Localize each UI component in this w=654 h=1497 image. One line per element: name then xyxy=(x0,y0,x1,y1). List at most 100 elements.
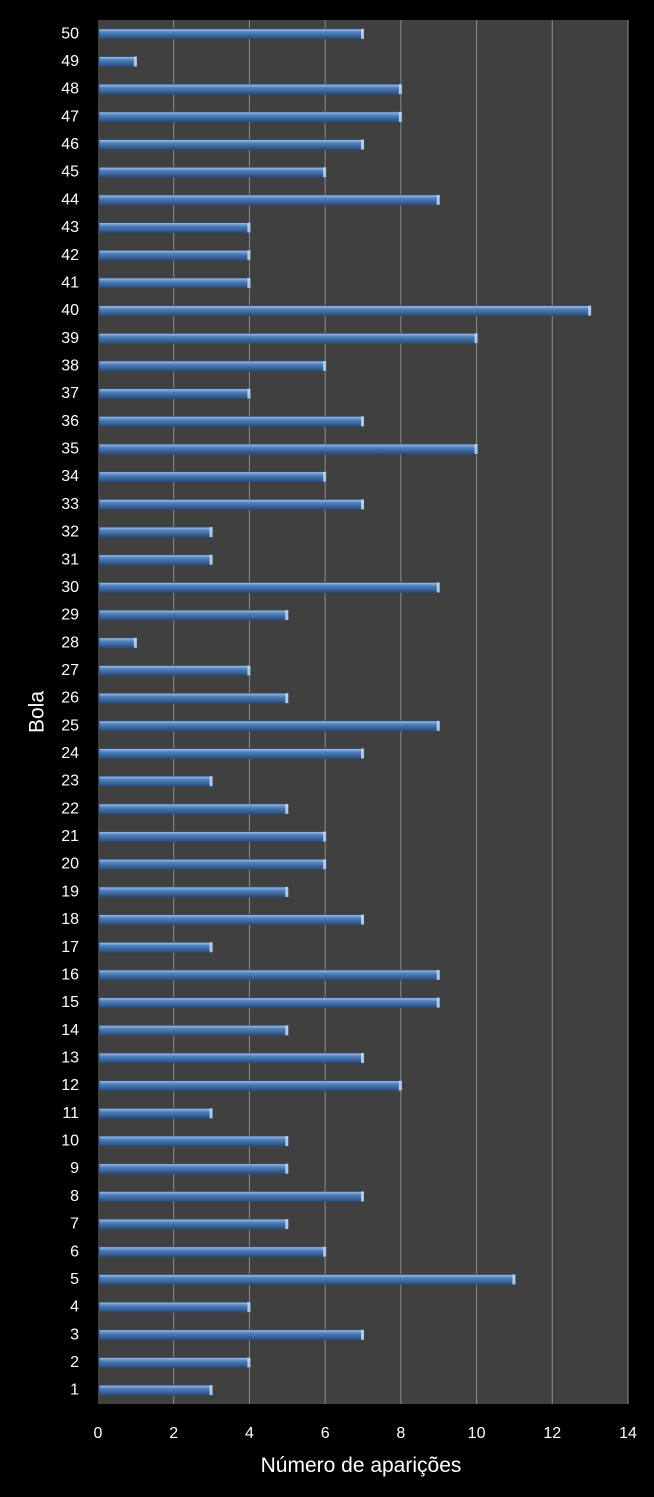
y-tick-label-18: 18 xyxy=(61,911,79,928)
y-tick-label-41: 41 xyxy=(61,274,79,291)
bar-body-39 xyxy=(98,332,478,344)
y-tick-label-1: 1 xyxy=(70,1382,79,1399)
bar-50 xyxy=(98,28,365,40)
bar-cap-8 xyxy=(361,1191,364,1202)
bar-body-6 xyxy=(98,1246,327,1258)
y-tick-label-42: 42 xyxy=(61,247,79,264)
x-tick-label-14: 14 xyxy=(619,1425,637,1442)
y-tick-label-10: 10 xyxy=(61,1133,79,1150)
bar-body-40 xyxy=(98,305,592,317)
bar-cap-50 xyxy=(361,28,364,39)
y-tick-label-37: 37 xyxy=(61,385,79,402)
bar-cap-5 xyxy=(512,1274,516,1285)
bar-body-2 xyxy=(98,1357,251,1368)
bar-cap-30 xyxy=(436,582,440,593)
bar-20 xyxy=(98,858,327,870)
y-tick-label-4: 4 xyxy=(70,1299,79,1316)
bar-body-1 xyxy=(98,1384,213,1396)
bar-body-8 xyxy=(98,1191,365,1202)
bar-37 xyxy=(98,388,251,400)
bar-body-35 xyxy=(98,443,478,455)
y-tick-label-20: 20 xyxy=(61,856,79,873)
bar-31 xyxy=(98,554,213,566)
bar-cap-29 xyxy=(285,610,289,621)
x-tick-label-6: 6 xyxy=(321,1425,330,1442)
bar-42 xyxy=(98,249,251,261)
bar-cap-2 xyxy=(247,1357,251,1368)
bar-cap-11 xyxy=(209,1108,213,1119)
bar-49 xyxy=(98,56,138,67)
bar-body-24 xyxy=(98,748,365,759)
bar-12 xyxy=(98,1080,403,1092)
bar-cap-32 xyxy=(209,527,213,538)
y-tick-label-24: 24 xyxy=(61,745,79,762)
bar-body-46 xyxy=(98,139,365,150)
bar-cap-22 xyxy=(285,803,289,814)
bar-body-29 xyxy=(98,609,289,621)
y-tick-label-43: 43 xyxy=(61,219,79,236)
bar-body-38 xyxy=(98,360,327,372)
bar-cap-26 xyxy=(285,693,289,704)
bar-cap-36 xyxy=(361,416,364,427)
y-tick-label-11: 11 xyxy=(62,1105,79,1122)
bar-28 xyxy=(98,637,138,649)
bar-cap-49 xyxy=(133,56,137,67)
bar-cap-34 xyxy=(323,471,327,482)
bar-cap-21 xyxy=(323,831,327,842)
bar-47 xyxy=(98,111,403,123)
bar-5 xyxy=(98,1274,516,1285)
bar-33 xyxy=(98,499,365,510)
y-tick-label-34: 34 xyxy=(61,468,79,485)
y-axis-title: Bola xyxy=(26,691,49,733)
y-tick-label-25: 25 xyxy=(61,717,79,734)
y-tick-label-22: 22 xyxy=(61,800,79,817)
bar-body-43 xyxy=(98,222,251,233)
y-tick-label-23: 23 xyxy=(61,773,79,790)
y-tick-labels: 1234567891011121314151617181920212223242… xyxy=(61,25,79,1398)
bar-cap-27 xyxy=(247,665,251,676)
bar-body-25 xyxy=(98,720,441,732)
bar-2 xyxy=(98,1357,251,1368)
bar-body-31 xyxy=(98,554,213,566)
bar-cap-23 xyxy=(209,776,213,787)
bar-44 xyxy=(98,194,441,206)
bar-body-7 xyxy=(98,1218,289,1230)
bar-cap-14 xyxy=(285,1025,289,1036)
bar-body-14 xyxy=(98,1024,289,1036)
bar-cap-45 xyxy=(323,167,327,178)
y-tick-label-6: 6 xyxy=(70,1243,79,1260)
x-tick-label-0: 0 xyxy=(94,1425,103,1442)
y-tick-label-31: 31 xyxy=(61,551,79,568)
bar-15 xyxy=(98,997,441,1009)
bar-cap-9 xyxy=(285,1163,289,1174)
bar-body-5 xyxy=(98,1274,516,1285)
y-tick-label-29: 29 xyxy=(61,607,79,624)
y-tick-label-40: 40 xyxy=(61,302,79,319)
x-tick-label-8: 8 xyxy=(396,1425,405,1442)
bar-cap-38 xyxy=(323,361,327,371)
bar-25 xyxy=(98,720,441,732)
bar-24 xyxy=(98,748,365,759)
y-tick-label-38: 38 xyxy=(61,358,79,375)
bar-6 xyxy=(98,1246,327,1258)
bar-cap-47 xyxy=(398,111,402,122)
bar-cap-20 xyxy=(323,859,327,870)
y-tick-label-45: 45 xyxy=(61,164,79,181)
bar-body-3 xyxy=(98,1329,365,1341)
bar-body-17 xyxy=(98,941,213,953)
bar-cap-15 xyxy=(436,997,440,1008)
bar-10 xyxy=(98,1135,289,1147)
bar-26 xyxy=(98,692,289,704)
bar-cap-18 xyxy=(361,914,364,925)
bar-9 xyxy=(98,1163,289,1175)
bar-cap-46 xyxy=(361,139,364,150)
y-tick-label-14: 14 xyxy=(61,1022,79,1039)
bar-18 xyxy=(98,914,365,925)
y-tick-label-19: 19 xyxy=(61,883,79,900)
bar-cap-10 xyxy=(285,1136,289,1147)
bar-cap-41 xyxy=(247,277,251,288)
bar-cap-13 xyxy=(361,1053,364,1063)
y-tick-label-28: 28 xyxy=(61,634,79,651)
y-tick-label-9: 9 xyxy=(70,1160,79,1177)
